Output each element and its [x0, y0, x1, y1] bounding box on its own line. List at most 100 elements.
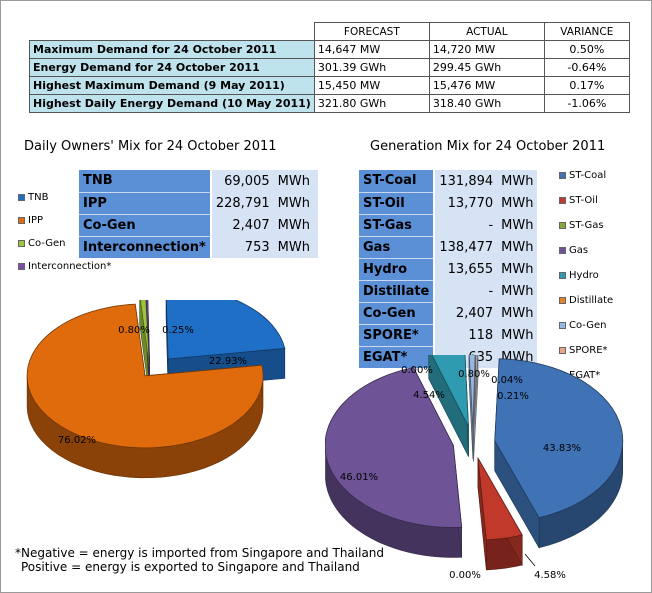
mix-unit: MWh	[497, 258, 538, 280]
legend-item-co-gen: Co-Gen	[559, 320, 607, 331]
pie-slice-st-oil	[477, 457, 523, 541]
mix-unit: MWh	[497, 170, 538, 192]
actual-unit: GWh	[474, 97, 502, 110]
actual-unit: MW	[474, 43, 496, 56]
header-variance: VARIANCE	[543, 22, 630, 41]
mix-value: 13,770	[434, 192, 498, 214]
pie-label-spore: 0.04%	[491, 375, 523, 386]
pie-label-st-oil: 4.58%	[534, 570, 566, 581]
legend-item-tnb: TNB	[18, 192, 48, 203]
mix-value: -	[434, 214, 498, 236]
legend-label: Co-Gen	[569, 320, 607, 331]
header-blank	[29, 22, 315, 41]
table-row: TNB 69,005 MWh	[79, 170, 318, 192]
pie-slice-gas	[325, 367, 463, 528]
mix-value: 13,655	[434, 258, 498, 280]
actual-cell: 15,476 MW	[428, 76, 545, 95]
pie-label-st-coal: 43.83%	[543, 443, 581, 454]
variance-cell: 0.50%	[543, 40, 630, 59]
mix-value: 131,894	[434, 170, 498, 192]
legend-label: Distillate	[569, 295, 614, 306]
mix-value: 753	[210, 236, 274, 258]
mix-unit: MWh	[273, 236, 318, 258]
owners-mix-title: Daily Owners' Mix for 24 October 2011	[24, 139, 277, 154]
forecast-cell: 15,450 MW	[313, 76, 430, 95]
mix-name: EGAT*	[359, 345, 436, 368]
actual-unit: GWh	[474, 61, 502, 74]
forecast-cell: 321.80 GWh	[313, 94, 430, 113]
mix-name: SPORE*	[359, 323, 436, 346]
row-label: Highest Maximum Demand (9 May 2011)	[29, 76, 315, 95]
legend-item-distillate: Distillate	[559, 295, 613, 306]
actual-value: 15,476	[432, 79, 472, 92]
legend-label: ST-Coal	[569, 170, 607, 181]
legend-label: ST-Gas	[569, 220, 604, 231]
actual-cell: 299.45 GWh	[428, 58, 545, 77]
table-row: Hydro 13,655 MWh	[359, 257, 538, 280]
pie-leader-st-oil	[524, 553, 536, 567]
forecast-value: 301.39	[317, 61, 357, 74]
legend-label: Co-Gen	[28, 238, 66, 249]
table-row: Highest Maximum Demand (9 May 2011) 15,4…	[29, 76, 630, 95]
legend-swatch	[559, 347, 566, 354]
pie-label-co-gen: 0.80%	[458, 369, 490, 380]
mix-name: TNB	[79, 170, 212, 192]
pie-label-st-gas: 0.00%	[449, 570, 481, 581]
mix-name: ST-Oil	[359, 191, 436, 214]
actual-value: 14,720	[432, 43, 472, 56]
table-row: SPORE* 118 MWh	[359, 323, 538, 346]
pie-label-hydro: 4.54%	[413, 390, 445, 401]
mix-name: Gas	[359, 235, 436, 258]
table-row: Energy Demand for 24 October 2011 301.39…	[29, 58, 630, 77]
table-row: ST-Gas - MWh	[359, 213, 538, 236]
forecast-cell: 14,647 MW	[313, 40, 430, 59]
mix-unit: MWh	[273, 214, 318, 236]
pie-slice-st-coal	[494, 358, 624, 519]
forecast-unit: MW	[359, 79, 381, 92]
mix-value: -	[434, 280, 498, 302]
pie-label-egat: 0.21%	[497, 391, 529, 402]
footnote: *Negative = energy is imported from Sing…	[15, 546, 384, 574]
mix-unit: MWh	[497, 192, 538, 214]
mix-name: Interconnection*	[79, 235, 212, 258]
legend-swatch	[559, 247, 566, 254]
mix-value: 138,477	[434, 236, 498, 258]
pie-label-gas: 46.01%	[340, 472, 378, 483]
variance-cell: 0.17%	[543, 76, 630, 95]
forecast-value: 321.80	[317, 97, 357, 110]
legend-swatch	[559, 297, 566, 304]
forecast-value: 14,647	[317, 43, 357, 56]
legend-item-gas: Gas	[559, 245, 588, 256]
legend-swatch	[559, 172, 566, 179]
pie-label-distillate: 0.00%	[401, 365, 433, 376]
pie-label-interconnection: 0.25%	[162, 325, 194, 336]
legend-label: IPP	[28, 215, 44, 226]
legend-swatch	[559, 197, 566, 204]
table-row: Co-Gen 2,407 MWh	[79, 213, 318, 236]
pie-slice-co-gen	[468, 355, 476, 429]
table-row: Co-Gen 2,407 MWh	[359, 301, 538, 324]
legend-item-interconnection: Interconnection*	[18, 261, 111, 272]
mix-name: ST-Coal	[359, 170, 436, 192]
legend-label: Hydro	[569, 270, 599, 281]
legend-swatch	[559, 222, 566, 229]
row-label: Energy Demand for 24 October 2011	[29, 58, 315, 77]
forecast-cell: 301.39 GWh	[313, 58, 430, 77]
mix-unit: MWh	[497, 214, 538, 236]
forecast-unit: GWh	[359, 97, 387, 110]
mix-unit: MWh	[497, 302, 538, 324]
actual-cell: 14,720 MW	[428, 40, 545, 59]
pie-label-tnb: 22.93%	[209, 356, 247, 367]
row-label: Highest Daily Energy Demand (10 May 2011…	[29, 94, 315, 113]
mix-value: 2,407	[210, 214, 274, 236]
pie-label-ipp: 76.02%	[58, 435, 96, 446]
owners-mix-table: TNB 69,005 MWh IPP 228,791 MWh Co-Gen 2,407 MW…	[79, 170, 319, 258]
legend-label: SPORE*	[569, 345, 608, 356]
legend-item-cogen: Co-Gen	[18, 238, 66, 249]
mix-value: 118	[434, 324, 498, 346]
legend-label: Gas	[569, 245, 589, 256]
legend-item-ipp: IPP	[18, 215, 43, 226]
table-row: Interconnection* 753 MWh	[79, 235, 318, 258]
table-row: Gas 138,477 MWh	[359, 235, 538, 258]
legend-item-st-coal: ST-Coal	[559, 170, 606, 181]
